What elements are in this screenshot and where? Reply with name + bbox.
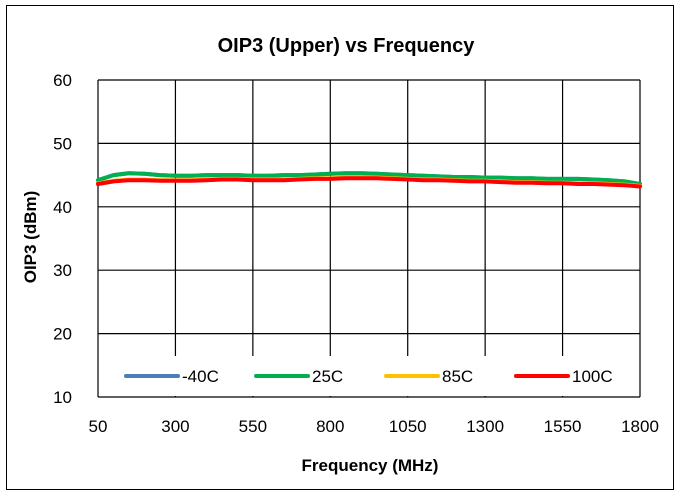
x-axis-label: Frequency (MHz) [302,456,439,475]
series-lines [96,171,642,189]
legend-label: -40C [182,367,219,386]
x-tick-label: 50 [89,417,108,436]
x-tick-label: 1800 [621,417,659,436]
legend-label: 25C [312,367,343,386]
chart-title: OIP3 (Upper) vs Frequency [218,35,476,57]
y-tick-label: 60 [53,71,72,90]
legend: -40C 25C 85C 100C [112,356,632,396]
x-tick-label: 1300 [466,417,504,436]
y-tick-labels: 10 20 30 40 50 60 [53,71,72,407]
grid-lines [97,79,641,398]
legend-label: 100C [572,367,613,386]
series-line [96,171,642,186]
x-tick-labels: 50 300 550 800 1050 1300 1550 1800 [89,417,659,436]
y-tick-label: 30 [53,261,72,280]
y-tick-label: 10 [53,388,72,407]
y-tick-label: 40 [53,198,72,217]
x-tick-label: 300 [161,417,189,436]
x-tick-label: 800 [316,417,344,436]
y-tick-label: 20 [53,325,72,344]
series-line [96,176,642,189]
y-axis-label: OIP3 (dBm) [21,191,40,284]
legend-label: 85C [442,367,473,386]
x-tick-label: 550 [239,417,267,436]
x-tick-label: 1050 [389,417,427,436]
x-tick-label: 1550 [544,417,582,436]
y-tick-label: 50 [53,134,72,153]
